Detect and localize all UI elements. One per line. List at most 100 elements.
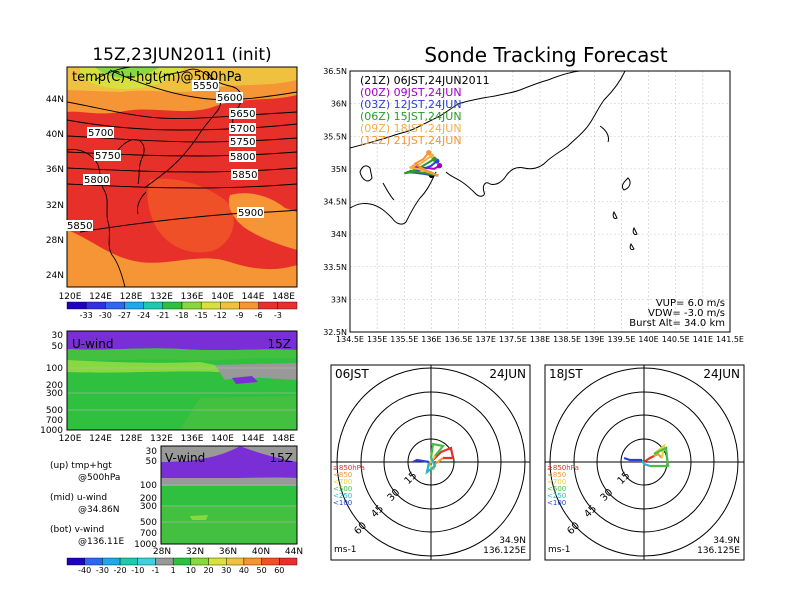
station-latitude: 34.9N bbox=[499, 536, 526, 546]
colorbar-swatch bbox=[105, 301, 125, 310]
pressure-tick-label: 300 bbox=[140, 502, 157, 512]
hodograph-trace bbox=[650, 446, 670, 468]
colorbar-swatch bbox=[243, 557, 262, 566]
pressure-tick-label: 50 bbox=[146, 457, 158, 467]
hodograph-trace bbox=[641, 459, 651, 468]
colorbar-label: -9 bbox=[236, 311, 244, 320]
speed-unit-label: ms-1 bbox=[548, 545, 570, 555]
pressure-tick-label: 1000 bbox=[40, 426, 63, 436]
pressure-level-legend: <850 bbox=[547, 471, 566, 479]
colorbar-label: 10 bbox=[186, 566, 196, 575]
contour-label-bg bbox=[231, 169, 258, 180]
colorbar-label: 30 bbox=[221, 566, 231, 575]
contour-label-bg bbox=[216, 92, 243, 103]
lat-tick-label: 40N bbox=[252, 547, 270, 557]
colorbar-swatch bbox=[119, 557, 138, 566]
pressure-level-legend: ≥850hPa bbox=[547, 464, 579, 472]
colorbar-swatch bbox=[226, 557, 245, 566]
u-wind-lon-axis: 120E 124E 128E 132E 136E 140E 144E 148E bbox=[59, 434, 296, 444]
lon-tick-label: 140E bbox=[638, 335, 658, 344]
lat-tick-label: 36N bbox=[331, 100, 347, 109]
colorbar-label: -30 bbox=[96, 566, 109, 575]
v-wind-gridlines bbox=[161, 484, 297, 523]
colorbar-label: -6 bbox=[255, 311, 263, 320]
track-legend-entry: (06Z) 15JST,24JUN bbox=[360, 110, 462, 123]
legend-note: @34.86N bbox=[78, 505, 120, 515]
lon-tick-label: 137.5E bbox=[499, 335, 527, 344]
lon-tick-label: 136E bbox=[181, 292, 204, 302]
pressure-level-legend: <700 bbox=[333, 478, 352, 486]
contour-label: 5850 bbox=[67, 221, 92, 232]
lon-tick-label: 140.5E bbox=[662, 335, 690, 344]
track-legend-entry: (00Z) 09JST,24JUN bbox=[360, 86, 462, 99]
sonde-track-line bbox=[403, 158, 439, 177]
speed-ring-label: 30 bbox=[386, 487, 403, 504]
colorbar-label: -12 bbox=[214, 311, 227, 320]
contour-label: 5800 bbox=[84, 175, 109, 186]
lon-tick-label: 128E bbox=[120, 292, 143, 302]
pressure-level-legend: <850 bbox=[333, 471, 352, 479]
lon-tick-label: 135.5E bbox=[390, 335, 418, 344]
pressure-level-legend: <100 bbox=[333, 499, 352, 507]
upper-map-lat-axis: 44N 40N 36N 32N 28N 24N bbox=[46, 95, 64, 281]
contour-label: 5800 bbox=[230, 152, 255, 163]
station-longitude: 136.125E bbox=[483, 546, 526, 556]
pressure-tick-label: 200 bbox=[140, 494, 157, 504]
colorbar-swatch bbox=[66, 301, 87, 310]
contour-label: 5550 bbox=[193, 81, 218, 92]
colorbar-swatch bbox=[137, 557, 156, 566]
lon-tick-label: 136E bbox=[181, 434, 204, 444]
wind-colorbar: -40 -30 -20 -10 -1 1 10 20 30 40 50 60 bbox=[66, 557, 298, 575]
lat-tick-label: 35.5N bbox=[323, 132, 347, 141]
contour-label: 5750 bbox=[95, 151, 120, 162]
lon-tick-label: 144E bbox=[242, 292, 265, 302]
pressure-level-legend: <250 bbox=[547, 492, 566, 500]
lon-tick-label: 120E bbox=[59, 292, 82, 302]
hodograph-trace bbox=[653, 452, 663, 459]
colorbar-swatch bbox=[277, 301, 298, 310]
contour-label-bg bbox=[83, 174, 110, 185]
sonde-track-line bbox=[413, 151, 439, 177]
track-map-lon-axis: 134.5E 135E 135.5E 136E 136.5E 137E 137.5E 138E… bbox=[336, 335, 744, 344]
lat-tick-label: 36N bbox=[46, 165, 64, 175]
pressure-tick-label: 100 bbox=[140, 481, 157, 491]
colorbar-label: -33 bbox=[80, 311, 93, 320]
pressure-tick-label: 30 bbox=[146, 447, 158, 457]
lon-tick-label: 136E bbox=[421, 335, 441, 344]
track-map-gridlines bbox=[350, 71, 730, 332]
lat-tick-label: 35N bbox=[331, 165, 347, 174]
colorbar-swatch bbox=[200, 301, 221, 310]
lon-tick-label: 124E bbox=[89, 292, 112, 302]
contour-label: 5650 bbox=[230, 109, 255, 120]
hodograph-trace bbox=[412, 458, 430, 464]
lon-tick-label: 144E bbox=[242, 434, 265, 444]
lat-tick-label: 36N bbox=[219, 547, 237, 557]
lon-tick-label: 139E bbox=[584, 335, 604, 344]
upper-map-lon-axis: 120E 124E 128E 132E 136E 140E 144E 148E bbox=[59, 292, 296, 302]
colorbar-label: -18 bbox=[175, 311, 188, 320]
contour-label-bg bbox=[94, 150, 121, 161]
hodograph-trace bbox=[430, 446, 455, 463]
contour-label-bg bbox=[192, 80, 219, 91]
station-longitude: 136.125E bbox=[697, 546, 740, 556]
colorbar-swatch bbox=[124, 301, 144, 310]
contour-label-bg bbox=[229, 108, 256, 119]
pressure-tick-label: 1000 bbox=[134, 540, 157, 550]
pressure-level-legend: <500 bbox=[547, 485, 566, 493]
colorbar-label: 40 bbox=[239, 566, 249, 575]
hodograph-trace bbox=[425, 457, 437, 475]
colorbar-swatch bbox=[261, 557, 280, 566]
v-wind-lat-axis: 28N 32N 36N 40N 44N bbox=[153, 547, 303, 557]
colorbar-swatch bbox=[84, 557, 103, 566]
station-latitude: 34.9N bbox=[713, 536, 740, 546]
track-legend-entry: (03Z) 12JST,24JUN bbox=[360, 98, 462, 111]
v-wind-label: V-wind bbox=[165, 451, 205, 465]
legend-note: (bot) v-wind bbox=[50, 525, 104, 535]
speed-ring-label: 60 bbox=[352, 520, 369, 537]
legend-note: @500hPa bbox=[78, 473, 120, 483]
colorbar-swatch bbox=[181, 301, 202, 310]
